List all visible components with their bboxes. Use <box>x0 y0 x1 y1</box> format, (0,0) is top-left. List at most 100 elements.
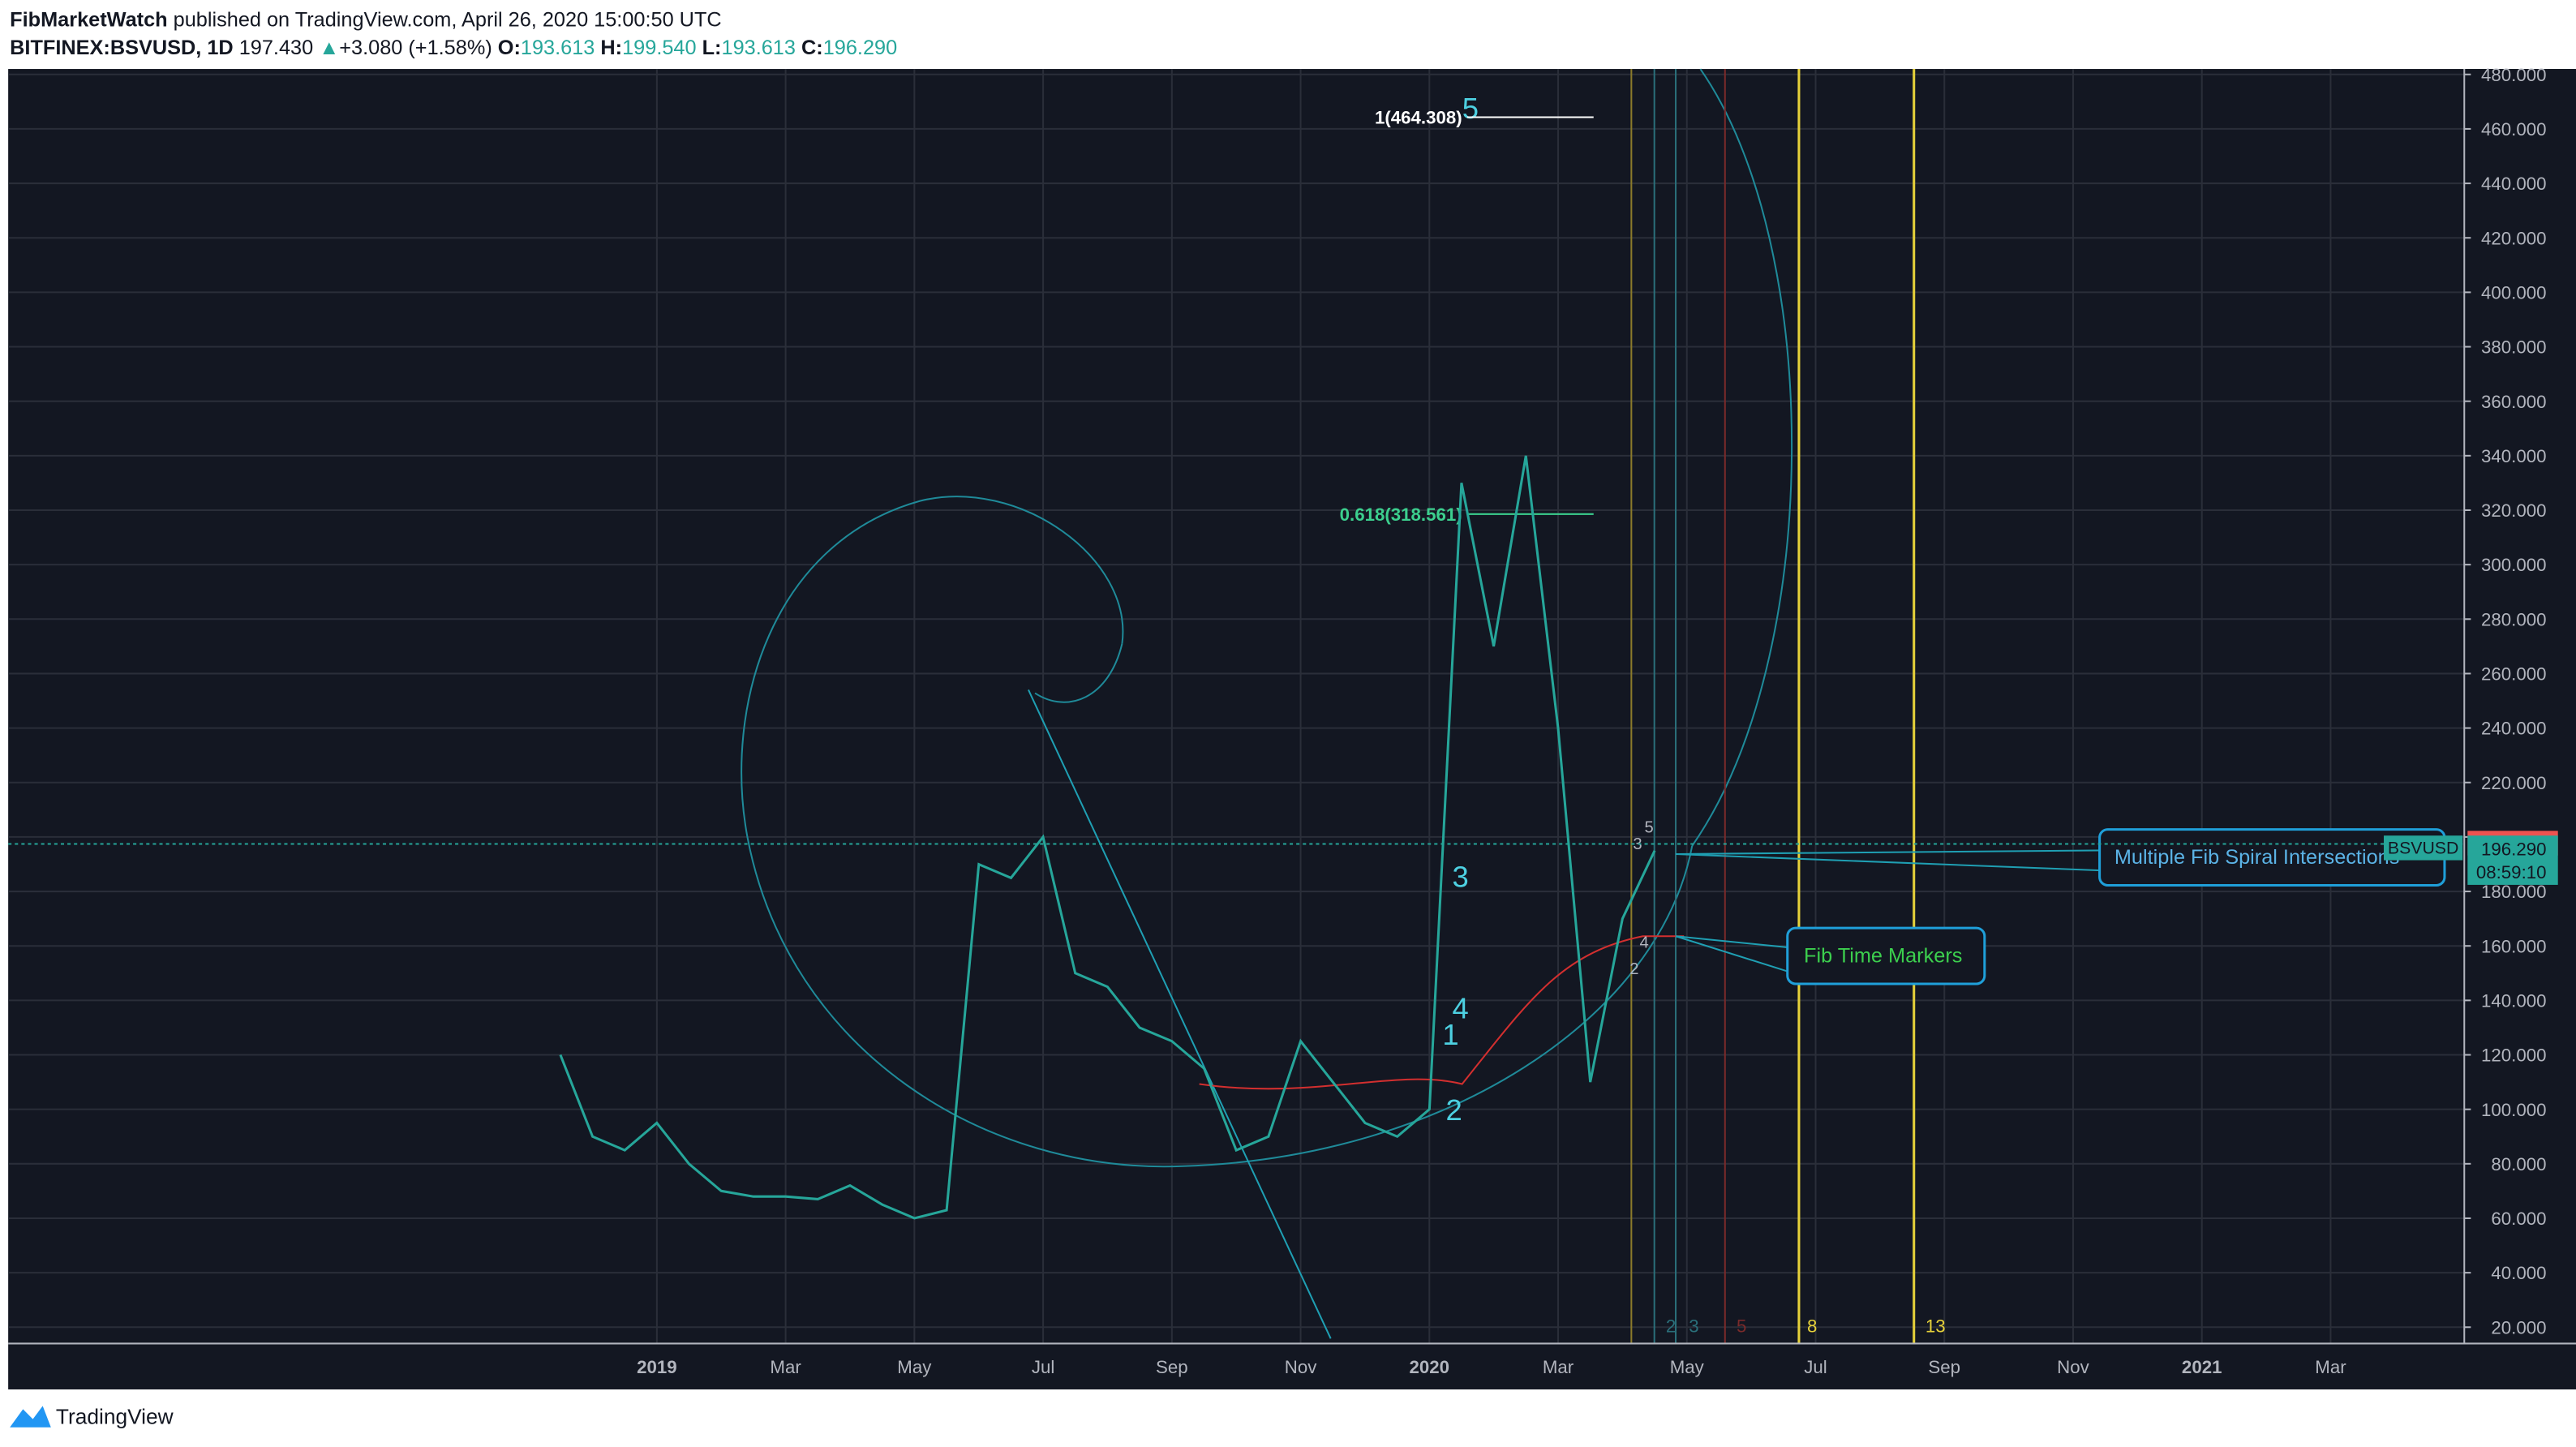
x-tick-label: May <box>1670 1357 1705 1377</box>
publisher-name: FibMarketWatch <box>10 8 167 31</box>
low: 193.613 <box>722 36 796 59</box>
y-tick-label: 400.000 <box>2481 282 2547 303</box>
fib-spiral-inner <box>1034 643 1123 703</box>
y-tick-label: 60.000 <box>2491 1209 2546 1229</box>
symbol: BITFINEX:BSVUSD, 1D <box>10 36 234 59</box>
time-marker: 5 <box>1737 1316 1746 1336</box>
price-line <box>559 455 1656 1220</box>
x-tick-label: Mar <box>770 1357 801 1377</box>
trend-line <box>1028 689 1332 1339</box>
callout-pointer <box>1675 852 2103 872</box>
h-label: H: <box>600 36 622 59</box>
x-tick-label: Sep <box>1156 1357 1188 1377</box>
fib-spiral-outer <box>1691 68 1793 847</box>
y-tick-label: 40.000 <box>2491 1263 2546 1283</box>
wave-label: 2 <box>1445 1093 1462 1127</box>
wave-label: 5 <box>1645 819 1654 837</box>
y-tick-label: 120.000 <box>2481 1046 2547 1066</box>
callout-box <box>1786 926 1986 985</box>
y-tick-label: 360.000 <box>2481 392 2547 412</box>
x-tick-label: Mar <box>1543 1357 1574 1377</box>
callout-text: Fib Time Markers <box>1804 945 1962 968</box>
price-axis <box>2464 69 2576 1344</box>
o-label: O: <box>498 36 521 59</box>
x-tick-label: 2021 <box>2182 1357 2222 1377</box>
footer <box>0 1389 2576 1447</box>
close-tag <box>2467 835 2558 885</box>
x-tick-label: May <box>897 1357 932 1377</box>
last: 197.430 <box>239 36 313 59</box>
y-tick-label: 20.000 <box>2491 1317 2546 1338</box>
small-wave-labels: 3 5 4 2 <box>1629 819 1653 978</box>
y-tick-label: 320.000 <box>2481 500 2547 521</box>
wave-labels: 5 3 4 1 2 <box>1442 92 1479 1127</box>
plot: 1(464.308) 0.618(318.561) <box>8 108 2465 1220</box>
x-tick-label: Nov <box>2057 1357 2089 1377</box>
y-tick-label: 180.000 <box>2481 882 2547 902</box>
y-tick-label: 340.000 <box>2481 446 2547 466</box>
c-label: C: <box>801 36 823 59</box>
time-marker-labels: 2 3 5 8 13 <box>1666 1316 1946 1336</box>
callout-pointer <box>1675 935 1792 973</box>
countdown: 08:59:10 <box>2476 862 2547 882</box>
x-tick-label: Jul <box>1804 1357 1827 1377</box>
close: 196.290 <box>823 36 897 59</box>
axes: 20.00040.00060.00080.000100.000120.00014… <box>637 65 2558 1377</box>
wave-label: 4 <box>1453 991 1469 1024</box>
y-tick-label: 260.000 <box>2481 664 2547 685</box>
callout-text: Multiple Fib Spiral Intersections <box>2114 846 2400 869</box>
wave-label: 3 <box>1453 860 1469 893</box>
y-tick-label: 140.000 <box>2481 990 2547 1011</box>
time-marker: 2 <box>1666 1316 1676 1336</box>
callout-pointer <box>1675 935 1791 949</box>
y-tick-label: 240.000 <box>2481 719 2547 739</box>
wave-label: 1 <box>1442 1018 1458 1051</box>
fib-spiral <box>741 496 1694 1168</box>
wave-label: 4 <box>1639 934 1648 951</box>
logo-icon <box>10 1406 51 1428</box>
l-label: L: <box>702 36 722 59</box>
wave-label: 2 <box>1629 960 1638 978</box>
x-tick-label: Sep <box>1928 1357 1960 1377</box>
fib-level-label: 1(464.308) <box>1375 108 1462 128</box>
y-tick-label: 380.000 <box>2481 337 2547 358</box>
x-tick-label: Nov <box>1285 1357 1317 1377</box>
wave-label: 5 <box>1462 92 1479 125</box>
y-tick-label: 160.000 <box>2481 936 2547 956</box>
moving-average <box>1199 935 1685 1090</box>
wave-label: 3 <box>1633 835 1642 853</box>
x-tick-label: Jul <box>1032 1357 1054 1377</box>
y-tick-label: 100.000 <box>2481 1100 2547 1120</box>
ohlc: BITFINEX:BSVUSD, 1D 197.430 ▲+3.080 (+1.… <box>10 36 897 59</box>
y-tick-label: 280.000 <box>2481 609 2547 629</box>
time-marker: 13 <box>1926 1316 1946 1336</box>
x-tick-label: 2020 <box>1410 1357 1450 1377</box>
x-tick-label: Mar <box>2315 1357 2346 1377</box>
chart-area <box>8 69 2576 1390</box>
high: 199.540 <box>622 36 696 59</box>
x-tick-label: 2019 <box>637 1357 677 1377</box>
symbol-tag <box>2384 835 2463 861</box>
grid <box>8 69 2465 1344</box>
time-marker: 8 <box>1807 1316 1817 1336</box>
change: +3.080 (+1.58%) <box>339 36 492 59</box>
brand: TradingView <box>56 1405 174 1429</box>
close-label: 196.290 <box>2481 839 2547 859</box>
logo: TradingView <box>10 1405 174 1429</box>
y-tick-label: 80.000 <box>2491 1154 2546 1174</box>
y-tick-label: 480.000 <box>2481 65 2547 85</box>
y-tick-label: 460.000 <box>2481 119 2547 140</box>
y-tick-label: 420.000 <box>2481 228 2547 248</box>
publisher: FibMarketWatch published on TradingView.… <box>10 8 722 31</box>
open: 193.613 <box>521 36 595 59</box>
fib-level-label: 0.618(318.561) <box>1340 505 1462 525</box>
symbol-tag-label: BSVUSD <box>2388 838 2458 857</box>
y-tick-label: 300.000 <box>2481 555 2547 575</box>
time-marker: 3 <box>1689 1316 1698 1336</box>
y-tick-label: 220.000 <box>2481 773 2547 793</box>
arrow: ▲ <box>313 36 339 59</box>
published: published on TradingView.com, April 26, … <box>174 8 722 31</box>
y-tick-label: 440.000 <box>2481 174 2547 194</box>
